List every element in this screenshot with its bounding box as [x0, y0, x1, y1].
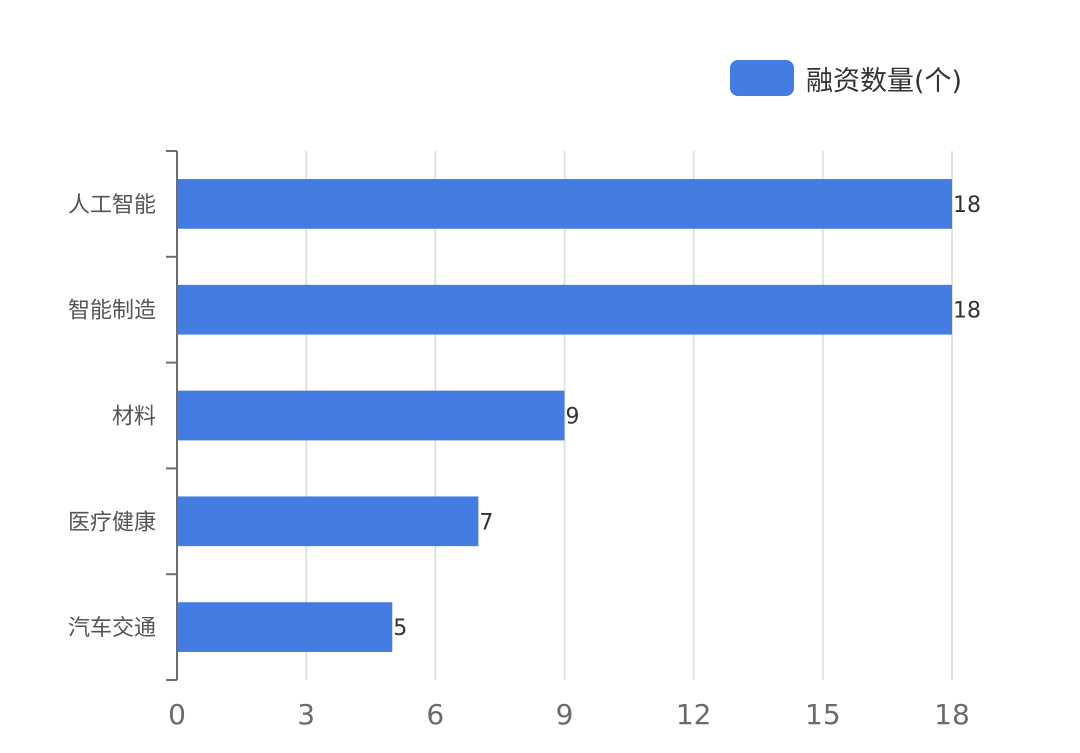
value-label: 18 [953, 193, 981, 218]
bar [177, 179, 952, 229]
x-tick-label: 0 [168, 698, 186, 731]
value-label: 7 [479, 510, 493, 535]
value-label: 18 [953, 299, 981, 324]
legend-label: 融资数量(个) [806, 65, 963, 97]
x-tick-label: 15 [805, 698, 841, 731]
bar [177, 496, 479, 547]
category-label: 医疗健康 [68, 510, 156, 535]
x-tick-label: 6 [426, 698, 444, 731]
value-label: 9 [566, 405, 580, 430]
category-label: 材料 [112, 405, 156, 430]
category-label: 人工智能 [68, 193, 156, 218]
bar [177, 602, 393, 652]
bar [177, 284, 952, 335]
x-tick-label: 9 [556, 698, 574, 731]
legend-swatch [730, 60, 794, 96]
bar [177, 390, 565, 441]
value-label: 5 [393, 616, 407, 641]
x-tick-label: 18 [934, 698, 970, 731]
category-label: 智能制造 [68, 299, 156, 324]
legend: 融资数量(个) [730, 58, 962, 98]
x-tick-label: 3 [297, 698, 315, 731]
x-tick-label: 12 [676, 698, 712, 731]
category-label: 汽车交通 [68, 616, 156, 641]
